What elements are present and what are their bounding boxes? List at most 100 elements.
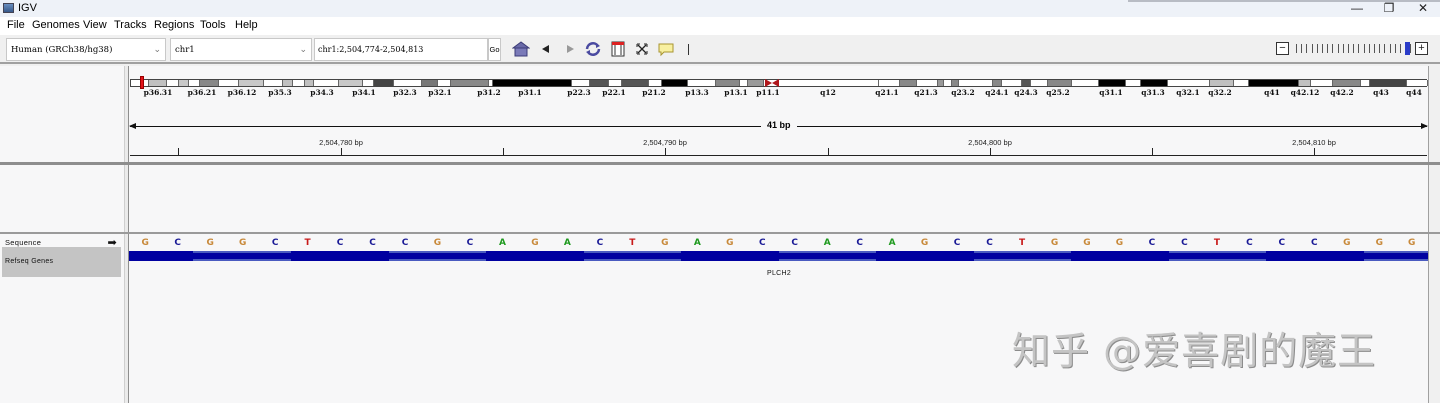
gene-segment[interactable] (486, 251, 584, 261)
zoom-tick[interactable] (1332, 44, 1334, 53)
cytoband[interactable] (141, 80, 149, 86)
cytoband[interactable] (283, 80, 293, 86)
cytoband[interactable] (1234, 80, 1249, 86)
cytoband[interactable] (374, 80, 394, 86)
gene-segment[interactable] (779, 251, 876, 261)
cytoband[interactable] (1002, 80, 1022, 86)
cytoband[interactable] (189, 80, 200, 86)
panel-divider[interactable] (0, 162, 1440, 165)
gene-segment[interactable] (389, 251, 486, 261)
gene-segment[interactable] (193, 251, 291, 261)
maximize-button[interactable]: ❐ (1383, 1, 1395, 15)
zoom-tick[interactable] (1306, 44, 1308, 53)
zoom-control[interactable]: − + (1276, 42, 1436, 56)
cytoband[interactable] (167, 80, 179, 86)
cytoband[interactable] (1099, 80, 1126, 86)
gene-segment[interactable] (1266, 251, 1364, 261)
cytoband[interactable] (572, 80, 590, 86)
cytoband[interactable] (1168, 80, 1210, 86)
cytoband[interactable] (1048, 80, 1072, 86)
zoom-tick[interactable] (1363, 44, 1365, 53)
cytoband[interactable] (1031, 80, 1048, 86)
cytoband[interactable] (264, 80, 283, 86)
cytoband[interactable] (293, 80, 305, 86)
cytoband[interactable] (716, 80, 740, 86)
zoom-tick[interactable] (1368, 44, 1370, 53)
name-panel-divider[interactable] (124, 234, 129, 403)
name-panel-divider[interactable] (124, 165, 129, 232)
cytoband[interactable] (1210, 80, 1234, 86)
menu-tracks[interactable]: Tracks (114, 19, 147, 31)
gene-segment[interactable] (291, 251, 389, 261)
cytoband[interactable] (1333, 80, 1361, 86)
gene-segment[interactable] (876, 251, 974, 261)
cytoband[interactable] (917, 80, 938, 86)
zoom-out-button[interactable]: − (1276, 42, 1289, 55)
cytoband[interactable] (219, 80, 239, 86)
cytoband[interactable] (1249, 80, 1299, 86)
zoom-tick[interactable] (1348, 44, 1349, 53)
cytoband[interactable] (438, 80, 451, 86)
cytoband[interactable] (179, 80, 189, 86)
zoom-tick[interactable] (1384, 44, 1386, 53)
cytoband[interactable] (149, 80, 167, 86)
zoom-tick[interactable] (1301, 44, 1303, 53)
cytoband[interactable] (748, 80, 764, 86)
cytoband[interactable] (590, 80, 609, 86)
cytoband[interactable] (493, 80, 572, 86)
cytoband[interactable] (740, 80, 748, 86)
zoom-tick[interactable] (1327, 44, 1329, 53)
zoom-in-button[interactable]: + (1415, 42, 1428, 55)
minimize-button[interactable]: — (1351, 1, 1363, 15)
ruler-divider-icon[interactable] (688, 44, 689, 55)
cytoband[interactable] (622, 80, 649, 86)
cytoband[interactable] (879, 80, 900, 86)
zoom-tick[interactable] (1410, 44, 1412, 53)
zoom-tick[interactable] (1342, 44, 1344, 53)
zoom-tick[interactable] (1311, 44, 1313, 53)
cytoband[interactable] (900, 80, 917, 86)
zoom-tick[interactable] (1358, 44, 1360, 53)
zoom-tick[interactable] (1374, 44, 1375, 53)
cytoband[interactable] (1370, 80, 1407, 86)
zoom-tick[interactable] (1353, 44, 1355, 53)
menu-file[interactable]: File (7, 19, 25, 31)
cytoband[interactable] (993, 80, 1002, 86)
genome-dropdown[interactable]: Human (GRCh38/hg38) ⌄ (6, 38, 166, 61)
zoom-tick[interactable] (1389, 44, 1391, 53)
sequence-track-name[interactable]: Sequence ➡ (2, 237, 121, 250)
cytoband[interactable] (1299, 80, 1311, 86)
cytoband[interactable] (959, 80, 993, 86)
name-panel-divider[interactable] (124, 66, 129, 162)
cytoband[interactable] (662, 80, 688, 86)
panel-divider[interactable] (0, 232, 1440, 234)
strand-arrow-icon[interactable]: ➡ (107, 237, 117, 249)
cytoband[interactable] (339, 80, 363, 86)
feature-panel-scrollbar[interactable] (1428, 234, 1440, 403)
gene-segment[interactable] (681, 251, 779, 261)
gene-feature-plch2[interactable] (129, 251, 1428, 261)
cytoband[interactable] (1126, 80, 1141, 86)
menu-tools[interactable]: Tools (200, 19, 226, 31)
zoom-slider-thumb[interactable] (1405, 42, 1410, 55)
cytoband[interactable] (688, 80, 716, 86)
cytoband[interactable] (489, 80, 493, 86)
cytoband[interactable] (1072, 80, 1099, 86)
go-button[interactable]: Go (488, 38, 501, 61)
cytoband[interactable] (938, 80, 944, 86)
gene-segment[interactable] (129, 251, 193, 261)
gene-segment[interactable] (1071, 251, 1169, 261)
cytoband[interactable] (1311, 80, 1333, 86)
close-button[interactable]: ✕ (1417, 1, 1429, 15)
cytoband[interactable] (952, 80, 959, 86)
gene-segment[interactable] (1364, 251, 1428, 261)
zoom-tick[interactable] (1322, 44, 1323, 53)
region-of-interest-icon[interactable] (609, 40, 627, 58)
cytoband[interactable] (1407, 80, 1428, 86)
cytoband[interactable] (451, 80, 489, 86)
chromosome-ideogram[interactable] (130, 79, 1428, 87)
menu-view[interactable]: View (83, 19, 107, 31)
cytoband[interactable] (609, 80, 622, 86)
cytoband[interactable] (200, 80, 219, 86)
popup-text-icon[interactable] (657, 40, 675, 58)
